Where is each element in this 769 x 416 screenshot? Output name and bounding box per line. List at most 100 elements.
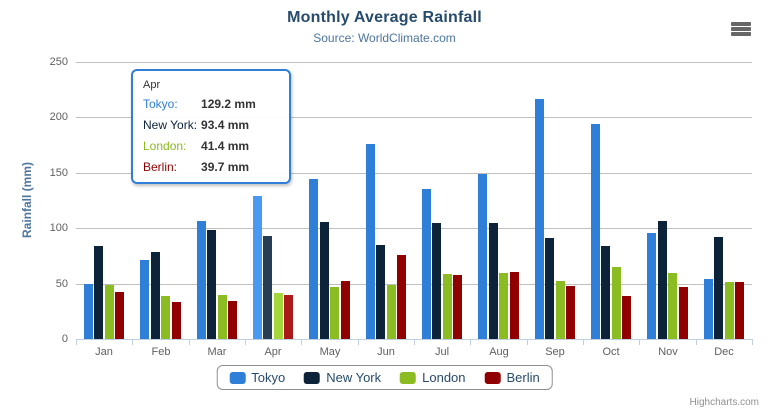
bar-london-jan[interactable]: [105, 285, 114, 339]
bar-new-york-nov[interactable]: [658, 221, 667, 339]
bar-new-york-jul[interactable]: [432, 223, 441, 339]
bar-new-york-feb[interactable]: [151, 252, 160, 339]
legend-item-label: Berlin: [506, 370, 540, 385]
y-axis-tick-label: 250: [49, 56, 68, 68]
bar-new-york-jun[interactable]: [376, 245, 385, 339]
bar-london-aug[interactable]: [499, 273, 508, 339]
bar-berlin-mar[interactable]: [228, 301, 237, 339]
x-axis-tick: [414, 340, 415, 345]
credits-link[interactable]: Highcharts.com: [689, 397, 759, 408]
x-axis-tick: [583, 340, 584, 345]
x-axis-tick: [696, 340, 697, 345]
bar-tokyo-oct[interactable]: [591, 124, 600, 339]
bar-tokyo-feb[interactable]: [140, 260, 149, 339]
tooltip-series-label: New York:: [143, 118, 198, 132]
tooltip-series-value: 129.2 mm: [201, 97, 256, 111]
legend-item-london[interactable]: London: [400, 370, 466, 385]
bar-tokyo-jul[interactable]: [422, 189, 431, 339]
tooltip-rows: Tokyo: 129.2 mm New York: 93.4 mm London: 41.…: [143, 97, 279, 174]
x-axis-tick: [358, 340, 359, 345]
x-axis-category-label: Oct: [602, 346, 620, 358]
x-axis-line: [76, 339, 753, 340]
hamburger-icon: [731, 27, 751, 31]
bar-tokyo-dec[interactable]: [704, 279, 713, 339]
tooltip-header: Apr: [143, 79, 161, 91]
bar-new-york-apr[interactable]: [263, 236, 272, 339]
y-axis-tick-label: 200: [49, 111, 68, 123]
bar-tokyo-nov[interactable]: [647, 233, 656, 339]
bar-new-york-aug[interactable]: [489, 223, 498, 339]
gridline: [76, 228, 752, 229]
bar-london-may[interactable]: [330, 287, 339, 339]
bar-berlin-nov[interactable]: [679, 287, 688, 339]
x-axis-category-label: Feb: [151, 346, 171, 358]
hamburger-icon: [731, 32, 751, 36]
bar-berlin-sep[interactable]: [566, 286, 575, 339]
bar-new-york-sep[interactable]: [545, 238, 554, 339]
x-axis-tick: [132, 340, 133, 345]
x-axis-category-label: Jan: [95, 346, 113, 358]
bar-new-york-dec[interactable]: [714, 237, 723, 339]
tooltip-series-label: Tokyo:: [143, 97, 178, 111]
x-axis-category-label: Jul: [434, 346, 450, 358]
bar-berlin-jun[interactable]: [397, 255, 406, 339]
gridline: [76, 117, 752, 118]
bar-tokyo-aug[interactable]: [478, 174, 487, 339]
bar-london-nov[interactable]: [668, 273, 677, 339]
bar-berlin-feb[interactable]: [172, 302, 181, 339]
legend-item-berlin[interactable]: Berlin: [484, 370, 540, 385]
bar-london-jul[interactable]: [443, 274, 452, 339]
legend: Tokyo New York London Berlin: [216, 365, 553, 390]
x-axis-tick: [639, 340, 640, 345]
bar-tokyo-sep[interactable]: [535, 99, 544, 339]
bar-new-york-mar[interactable]: [207, 230, 216, 339]
bar-berlin-apr[interactable]: [284, 295, 293, 339]
y-axis-tick-label: 0: [61, 333, 68, 345]
legend-item-tokyo[interactable]: Tokyo: [229, 370, 285, 385]
bar-london-dec[interactable]: [725, 282, 734, 339]
y-axis-tick-label: 100: [49, 222, 68, 234]
bar-berlin-dec[interactable]: [735, 282, 744, 339]
legend-item-new-york[interactable]: New York: [304, 370, 381, 385]
bar-london-apr[interactable]: [274, 293, 283, 339]
bar-london-sep[interactable]: [556, 281, 565, 339]
bar-berlin-oct[interactable]: [622, 296, 631, 339]
bar-london-oct[interactable]: [612, 267, 621, 339]
bar-tokyo-jun[interactable]: [366, 144, 375, 339]
legend-swatch-icon: [484, 371, 501, 384]
x-axis-tick: [245, 340, 246, 345]
bar-london-feb[interactable]: [161, 296, 170, 339]
x-axis-tick: [470, 340, 471, 345]
x-axis-category-label: Aug: [489, 346, 509, 358]
bar-london-mar[interactable]: [218, 295, 227, 339]
bar-tokyo-jan[interactable]: [84, 284, 93, 339]
x-axis-category-label: Sep: [545, 346, 565, 358]
tooltip-series-label: London:: [143, 139, 187, 153]
bar-berlin-jan[interactable]: [115, 292, 124, 339]
legend-swatch-icon: [304, 371, 321, 384]
bar-berlin-jul[interactable]: [453, 275, 462, 339]
bar-tokyo-may[interactable]: [309, 179, 318, 339]
export-menu-button[interactable]: [728, 19, 754, 39]
gridline: [76, 173, 752, 174]
gridline: [76, 62, 752, 63]
x-axis-tick: [527, 340, 528, 345]
y-axis-tick-label: 50: [55, 278, 68, 290]
x-axis-category-label: May: [319, 346, 341, 358]
bar-tokyo-mar[interactable]: [197, 221, 206, 339]
chart-title: Monthly Average Rainfall: [287, 9, 482, 26]
bar-new-york-jan[interactable]: [94, 246, 103, 339]
bar-berlin-may[interactable]: [341, 281, 350, 339]
bar-london-jun[interactable]: [387, 285, 396, 339]
bar-new-york-oct[interactable]: [601, 246, 610, 339]
gridline: [76, 284, 752, 285]
x-axis-category-label: Nov: [658, 346, 678, 358]
tooltip: Apr Tokyo: 129.2 mm New York: 93.4 mm London…: [131, 69, 291, 184]
bar-new-york-may[interactable]: [320, 222, 329, 339]
tooltip-series-value: 41.4 mm: [201, 139, 250, 153]
bar-berlin-aug[interactable]: [510, 272, 519, 339]
bar-tokyo-apr[interactable]: [253, 196, 262, 339]
x-axis-tick: [76, 340, 77, 345]
x-axis-tick: [752, 340, 753, 345]
